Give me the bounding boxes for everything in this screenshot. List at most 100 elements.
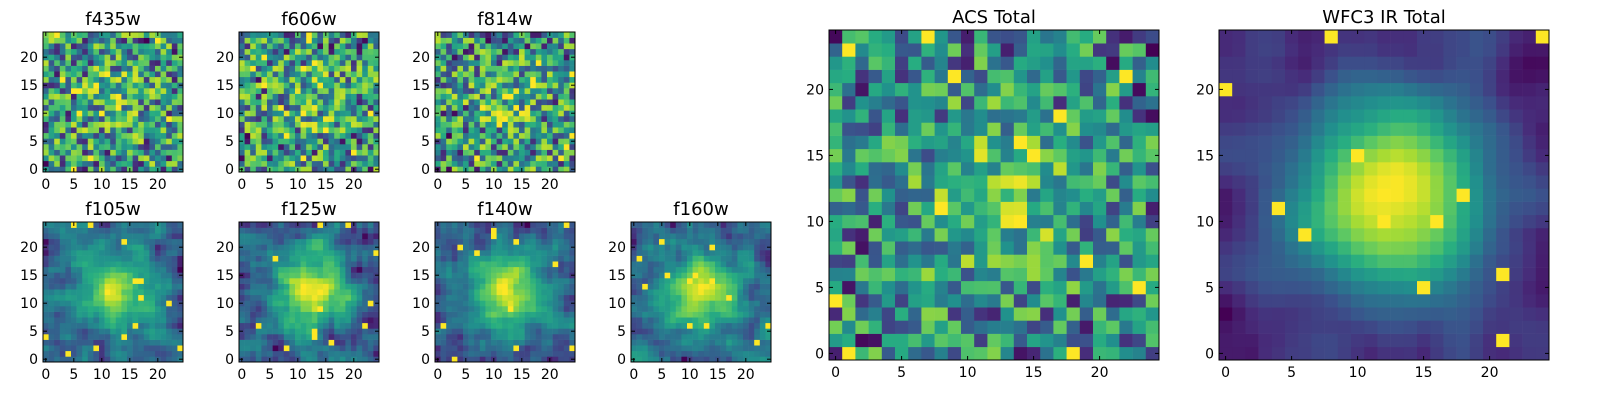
- heatmap-cell: [149, 266, 156, 273]
- heatmap-cell: [267, 138, 273, 145]
- heatmap-cell: [311, 356, 318, 363]
- heatmap-cell: [502, 166, 509, 173]
- heatmap-cell: [250, 328, 257, 335]
- heatmap-cell: [440, 334, 447, 340]
- heatmap-cell: [479, 149, 486, 156]
- heatmap-cell: [731, 250, 738, 256]
- heatmap-cell: [367, 317, 374, 324]
- heatmap-cell: [132, 255, 139, 262]
- heatmap-cell: [345, 261, 352, 268]
- heatmap-cell: [328, 65, 335, 72]
- heatmap-cell: [127, 334, 133, 340]
- heatmap-cell: [155, 266, 161, 273]
- heatmap-cell: [356, 166, 363, 173]
- heatmap-cell: [71, 345, 77, 352]
- heatmap-cell: [491, 37, 497, 44]
- heatmap-cell: [328, 227, 335, 234]
- heatmap-cell: [356, 71, 363, 78]
- heatmap-cell: [647, 250, 654, 256]
- heatmap-cell: [908, 201, 922, 216]
- heatmap-cell: [1119, 162, 1133, 176]
- heatmap-cell: [664, 345, 671, 352]
- heatmap-cell: [110, 93, 117, 100]
- heatmap-cell: [99, 266, 105, 273]
- heatmap-cell: [121, 48, 128, 55]
- heatmap-cell: [48, 233, 55, 240]
- heatmap-cell: [519, 110, 525, 117]
- heatmap-cell: [855, 267, 869, 282]
- heatmap-cell: [367, 261, 374, 268]
- heatmap-cell: [541, 278, 548, 284]
- heatmap-cell: [283, 350, 290, 357]
- heatmap-cell: [48, 160, 55, 167]
- heatmap-cell: [82, 166, 89, 173]
- heatmap-cell: [351, 272, 357, 279]
- heatmap-cell: [87, 233, 94, 240]
- heatmap-cell: [692, 322, 699, 329]
- heatmap-cell: [132, 250, 139, 256]
- heatmap-cell: [239, 76, 245, 83]
- heatmap-cell: [698, 238, 705, 245]
- heatmap-cell: [283, 255, 290, 262]
- heatmap-cell: [244, 76, 251, 83]
- heatmap-cell: [457, 294, 464, 301]
- heatmap-cell: [149, 250, 156, 256]
- heatmap-cell: [737, 244, 744, 251]
- heatmap-cell: [558, 104, 565, 111]
- heatmap-cell: [93, 244, 100, 251]
- heatmap-cell: [681, 317, 688, 324]
- heatmap-cell: [328, 339, 335, 346]
- heatmap-cell: [653, 261, 660, 268]
- heatmap-cell: [507, 65, 514, 72]
- heatmap-cell: [283, 116, 290, 122]
- heatmap-cell: [323, 149, 329, 156]
- heatmap-cell: [272, 32, 279, 38]
- heatmap-cells: [631, 222, 772, 363]
- heatmap-cell: [351, 261, 357, 268]
- heatmap-cell: [115, 60, 122, 66]
- heatmap-cell: [255, 54, 262, 61]
- heatmap-cell: [278, 60, 285, 66]
- heatmap-cell: [468, 160, 475, 167]
- heatmap-cell: [295, 250, 301, 256]
- heatmap-cell: [636, 278, 643, 284]
- heatmap-cell: [463, 93, 469, 100]
- heatmap-cell: [496, 322, 503, 329]
- heatmap-cell: [1027, 214, 1041, 229]
- heatmap-cell: [362, 339, 369, 346]
- heatmap-cell: [468, 104, 475, 111]
- heatmap-cell: [121, 272, 128, 279]
- heatmap-cell: [267, 350, 273, 357]
- heatmap-cell: [317, 272, 324, 279]
- heatmap-cell: [54, 339, 61, 346]
- x-tick-label: 5: [69, 367, 78, 383]
- heatmap-cell: [552, 250, 559, 256]
- heatmap-cell: [121, 144, 128, 150]
- heatmap-cell: [921, 148, 935, 163]
- heatmap-cell: [82, 294, 89, 301]
- heatmap-cell: [239, 71, 245, 78]
- heatmap-cell: [474, 138, 481, 145]
- heatmap-cell: [306, 328, 313, 335]
- heatmap-cell: [115, 350, 122, 357]
- heatmap-cell: [328, 345, 335, 352]
- panel-title: f140w: [477, 199, 532, 220]
- heatmap-cell: [524, 272, 531, 279]
- heatmap-cell: [1093, 280, 1107, 295]
- heatmap-cell: [552, 104, 559, 111]
- heatmap-cell: [71, 104, 77, 111]
- heatmap-cell: [272, 88, 279, 94]
- heatmap-cell: [440, 48, 447, 55]
- heatmap-cell: [451, 334, 458, 340]
- heatmap-cell: [306, 238, 313, 245]
- heatmap-cell: [43, 127, 49, 134]
- heatmap-cell: [647, 233, 654, 240]
- heatmap-cell: [250, 93, 257, 100]
- heatmap-cell: [82, 32, 89, 38]
- heatmap-cell: [289, 339, 296, 346]
- heatmap-cell: [115, 255, 122, 262]
- heatmap-cell: [339, 244, 346, 251]
- heatmap-cell: [1106, 228, 1120, 242]
- heatmap-cell: [272, 233, 279, 240]
- heatmap-cell: [65, 166, 72, 173]
